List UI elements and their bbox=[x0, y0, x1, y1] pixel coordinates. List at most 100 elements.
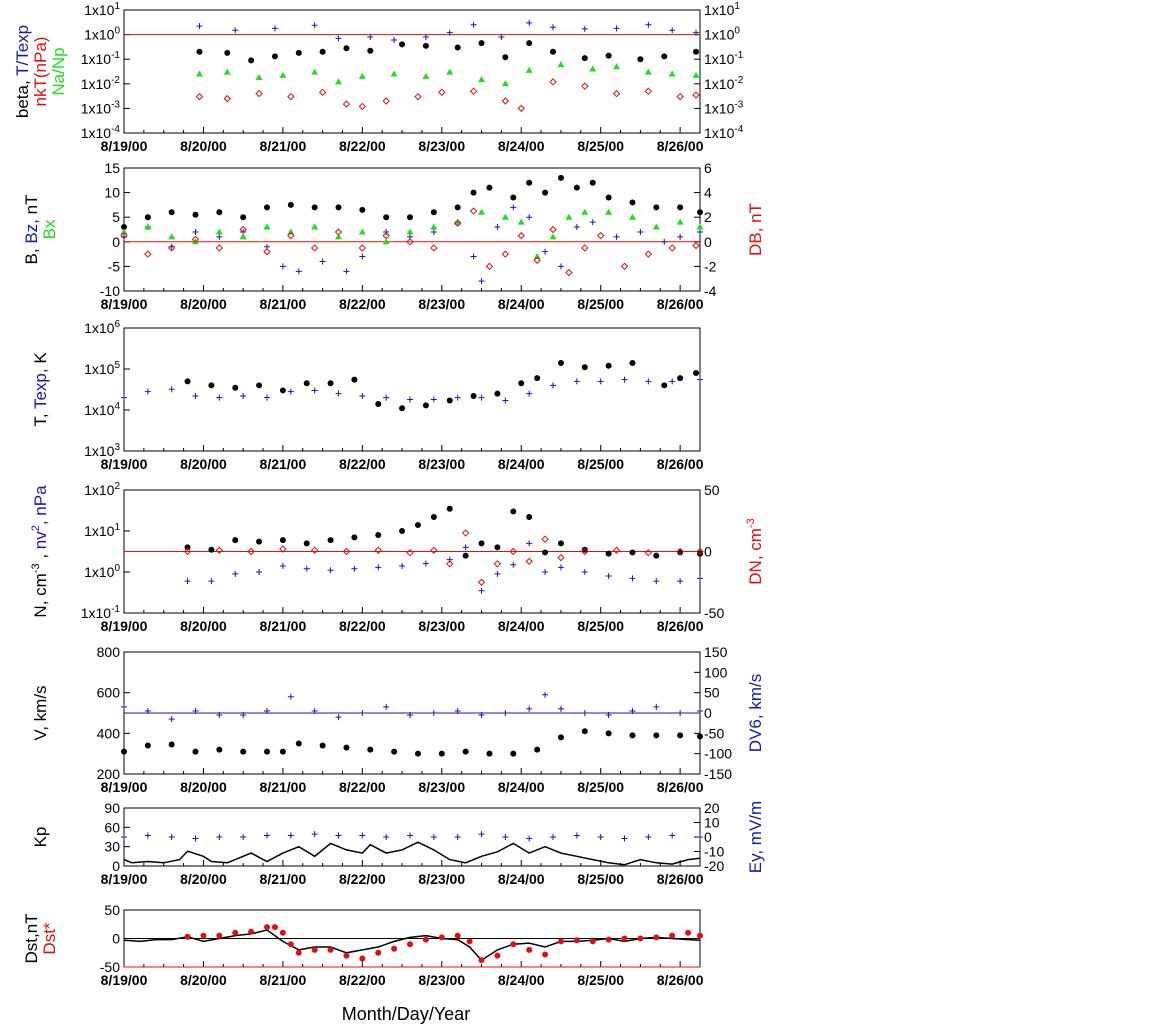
x-tick-label: 8/23/00 bbox=[418, 779, 465, 795]
y2-axis-label-segment: -3 bbox=[745, 518, 757, 528]
data-point bbox=[581, 546, 588, 553]
data-point bbox=[557, 734, 564, 741]
data-point bbox=[335, 78, 343, 85]
data-point bbox=[557, 540, 564, 547]
x-tick-label: 8/20/00 bbox=[180, 296, 227, 312]
data-point bbox=[311, 204, 318, 211]
data-point bbox=[144, 214, 151, 221]
data-point bbox=[327, 946, 334, 953]
data-point bbox=[677, 204, 684, 211]
data-point bbox=[184, 933, 191, 940]
data-point bbox=[287, 201, 294, 208]
data-point bbox=[581, 208, 589, 215]
y-tick-label: 1x104 bbox=[84, 401, 120, 418]
data-point bbox=[605, 194, 612, 201]
x-tick-label: 8/25/00 bbox=[577, 456, 624, 472]
data-point bbox=[605, 550, 612, 557]
data-point bbox=[121, 224, 127, 231]
series-1 bbox=[196, 40, 700, 64]
plot-frame bbox=[123, 9, 701, 134]
y-axis-label-segment: Texp, bbox=[31, 364, 50, 409]
data-point bbox=[644, 549, 653, 557]
y-axis-label-segment: Bz, bbox=[22, 214, 41, 243]
data-point bbox=[589, 179, 596, 186]
x-tick-label: 8/22/00 bbox=[339, 779, 386, 795]
x-tick-label: 8/19/00 bbox=[101, 296, 148, 312]
data-point bbox=[453, 219, 462, 228]
y-axis-label-line: Kp bbox=[31, 827, 50, 848]
data-point bbox=[279, 748, 286, 755]
x-tick-label: 8/26/00 bbox=[657, 138, 704, 154]
y2-axis-label-line: DV6, km/s bbox=[746, 674, 765, 752]
data-point bbox=[697, 209, 703, 216]
panel-V: 200 400 600 800 -150 -100 -50 0 50 100 150 V, km/s D… bbox=[31, 644, 765, 782]
data-point bbox=[168, 209, 175, 216]
data-point bbox=[645, 21, 652, 28]
data-point bbox=[375, 531, 382, 538]
x-tick-label: 8/25/00 bbox=[577, 618, 624, 634]
data-point bbox=[311, 707, 318, 714]
data-point bbox=[359, 253, 366, 260]
y2-tick-label: 1x100 bbox=[704, 26, 740, 43]
y-axis-label: T, Texp, K bbox=[31, 352, 50, 427]
data-point bbox=[351, 534, 358, 541]
data-point bbox=[414, 750, 421, 757]
data-point bbox=[144, 388, 151, 395]
data-point bbox=[589, 65, 597, 72]
data-point bbox=[573, 378, 580, 385]
data-point bbox=[494, 544, 501, 551]
x-tick-label: 8/25/00 bbox=[577, 138, 624, 154]
y2-axis-label-segment: Ey, mV/m bbox=[746, 801, 765, 873]
data-point bbox=[406, 238, 414, 246]
y2-axis-label-line: Ey, mV/m bbox=[746, 801, 765, 873]
data-point bbox=[501, 97, 510, 105]
data-point bbox=[216, 233, 223, 240]
data-point bbox=[216, 209, 223, 216]
y-axis-label-segment: T/Texp bbox=[13, 25, 32, 76]
y2-axis-label-line: DB, nT bbox=[746, 203, 765, 256]
y-axis-label-line: beta, T/Texp bbox=[13, 25, 32, 118]
data-point bbox=[303, 565, 310, 572]
data-point bbox=[510, 194, 517, 201]
data-point bbox=[573, 937, 580, 944]
data-point bbox=[430, 244, 438, 252]
y-axis-label-segment: N, cm bbox=[31, 573, 50, 617]
data-point bbox=[470, 21, 477, 28]
data-point bbox=[697, 733, 703, 740]
data-point bbox=[693, 48, 700, 55]
data-point bbox=[192, 392, 199, 399]
data-point bbox=[223, 68, 231, 75]
x-tick-label: 8/19/00 bbox=[101, 138, 148, 154]
data-point bbox=[335, 233, 343, 240]
data-point bbox=[351, 565, 358, 572]
data-point bbox=[533, 253, 541, 260]
data-point bbox=[446, 560, 454, 568]
x-tick-label: 8/25/00 bbox=[577, 871, 624, 887]
data-point bbox=[422, 402, 429, 409]
data-point bbox=[319, 48, 326, 55]
data-point bbox=[144, 250, 152, 258]
data-point bbox=[644, 250, 653, 258]
y-tick-label: -5 bbox=[108, 258, 121, 274]
x-tick-label: 8/24/00 bbox=[498, 972, 545, 988]
y-axis-label: Dst,nT Dst* bbox=[22, 913, 59, 963]
x-tick-label: 8/20/00 bbox=[180, 972, 227, 988]
data-point bbox=[271, 53, 278, 60]
data-point bbox=[494, 390, 501, 397]
data-point bbox=[526, 835, 533, 842]
data-point bbox=[399, 563, 406, 570]
data-point bbox=[581, 364, 588, 371]
y-tick-label: 15 bbox=[104, 160, 120, 176]
data-point bbox=[510, 561, 517, 568]
data-point bbox=[494, 570, 501, 577]
y-axis-label-line: N, cm-3 , nv2, nPa bbox=[30, 485, 50, 618]
y-axis-label-segment: Na/Np bbox=[49, 47, 68, 95]
data-point bbox=[406, 228, 414, 235]
data-point bbox=[232, 27, 239, 34]
data-point bbox=[470, 253, 477, 260]
data-point bbox=[343, 45, 350, 52]
y2-tick-label: -20 bbox=[704, 858, 724, 874]
x-tick-label: 8/26/00 bbox=[657, 871, 704, 887]
y-axis-label-segment: B, bbox=[22, 244, 41, 265]
